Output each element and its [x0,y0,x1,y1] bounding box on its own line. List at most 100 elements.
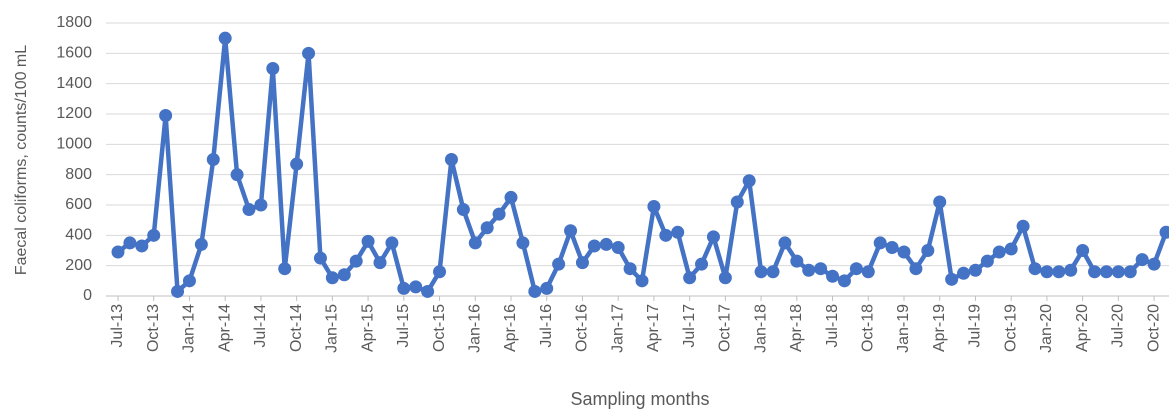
data-point [980,254,994,268]
data-point [1123,265,1137,279]
x-tick-label: Apr-18 [788,304,805,352]
data-point [742,174,756,188]
data-point [123,236,137,250]
data-point [802,263,816,277]
data-point [385,236,399,250]
x-tick-label: Jul-19 [967,304,984,348]
x-tick-label: Jul-13 [109,304,126,348]
x-tick-label: Oct-16 [574,304,591,352]
data-point [564,224,578,238]
data-point [659,228,673,242]
data-point [147,228,161,242]
data-point [313,251,327,265]
data-point [480,221,494,235]
y-tick-label: 800 [65,166,92,183]
y-tick-label: 1000 [56,136,92,153]
x-tick-label: Apr-14 [216,304,233,352]
data-point [1052,265,1066,279]
data-point [361,234,375,248]
data-point [647,200,661,214]
x-tick-label: Oct-19 [1002,304,1019,352]
data-point [885,240,899,254]
data-point [456,203,470,217]
data-point [325,271,339,285]
x-tick-label: Jan-17 [609,304,626,353]
data-point [695,257,709,271]
data-point [540,281,554,295]
x-tick-label: Jul-17 [681,304,698,348]
data-point [230,168,244,182]
x-tick-label: Jul-14 [252,304,269,348]
data-point [421,284,435,298]
x-axis-title: Sampling months [570,389,709,409]
data-point [516,236,530,250]
data-point [552,257,566,271]
data-point [433,265,447,279]
data-point [444,153,458,166]
x-tick-label: Jul-15 [395,304,412,348]
x-tick-label: Jan-16 [466,304,483,353]
data-point [957,266,971,280]
data-point [587,239,601,253]
data-point [254,198,268,212]
data-point [623,262,637,276]
y-tick-label: 1800 [56,14,92,31]
x-tick-label: Jan-14 [181,304,198,353]
y-tick-label: 1400 [56,75,92,92]
y-tick-label: 1600 [56,45,92,62]
data-point [849,262,863,276]
data-point [206,153,220,166]
data-point [945,272,959,286]
x-tick-label: Apr-17 [645,304,662,352]
data-point [242,203,256,217]
data-point [1040,265,1054,279]
data-point [671,225,685,239]
x-tick-label: Oct-13 [145,304,162,352]
data-point [159,109,173,123]
data-point [1111,265,1125,279]
data-point [909,262,923,276]
x-tick-label: Oct-18 [859,304,876,352]
data-point [873,236,887,250]
y-tick-label: 600 [65,196,92,213]
data-point [302,46,316,60]
data-point [968,263,982,277]
x-tick-label: Jan-15 [324,304,341,353]
data-point [290,157,304,171]
data-point [1076,244,1090,257]
data-point [1099,265,1113,279]
data-point [218,31,232,45]
data-point [1028,262,1042,276]
x-tick-label: Oct-15 [431,304,448,352]
x-tick-label: Oct-20 [1145,304,1162,352]
data-point [1016,219,1030,233]
y-tick-label: 0 [83,287,92,304]
y-axis-title: Faecal coliforms, counts/100 mL [13,45,30,275]
data-point [718,271,732,285]
x-tick-label: Apr-20 [1074,304,1091,352]
x-tick-label: Jul-16 [538,304,555,348]
x-tick-label: Jan-18 [752,304,769,353]
y-tick-label: 1200 [56,105,92,122]
data-point [1159,225,1169,239]
data-point [182,274,196,288]
data-point [992,245,1006,259]
x-tick-label: Oct-14 [288,304,305,352]
data-point [1088,265,1102,279]
data-point [790,254,804,268]
x-tick-label: Jan-20 [1038,304,1055,353]
data-point [635,274,649,288]
data-point [278,262,292,276]
data-point [349,254,363,268]
x-tick-label: Apr-16 [502,304,519,352]
data-point [397,281,411,295]
data-point [826,269,840,283]
data-point [706,230,720,244]
data-point [373,256,387,270]
data-point [1004,242,1018,256]
y-tick-label: 200 [65,257,92,274]
data-point [730,195,744,209]
data-point [766,265,780,279]
data-point [921,244,935,257]
